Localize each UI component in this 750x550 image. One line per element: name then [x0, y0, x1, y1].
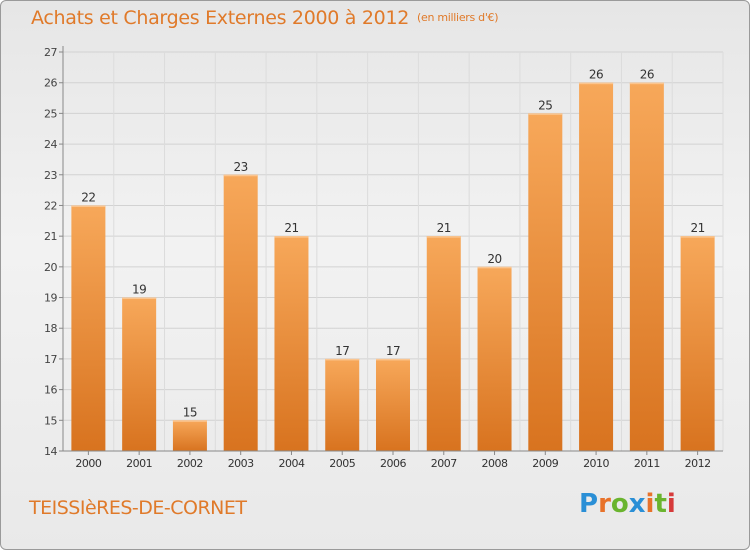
bar-highlight — [528, 113, 563, 115]
commune-name: TEISSIèRES-DE-CORNET — [29, 497, 247, 519]
bar-highlight — [477, 266, 512, 269]
x-tick-label: 2007 — [431, 457, 457, 470]
bar-highlight — [122, 297, 157, 300]
data-label: 17 — [335, 344, 349, 358]
bar-highlight — [325, 358, 360, 361]
y-tick-label: 22 — [44, 199, 57, 212]
x-tick-label: 2003 — [228, 457, 254, 470]
bar — [223, 174, 258, 451]
y-tick-label: 15 — [44, 414, 57, 427]
data-label: 19 — [132, 283, 146, 297]
bar — [528, 113, 563, 451]
y-tick-label: 25 — [44, 107, 57, 120]
data-label: 21 — [437, 221, 451, 235]
bar-highlight — [629, 82, 664, 85]
bar-highlight — [172, 420, 207, 422]
bar — [172, 420, 207, 451]
data-label: 23 — [234, 160, 248, 174]
bar-highlight — [680, 236, 715, 238]
x-tick-label: 2000 — [75, 457, 101, 470]
data-label: 26 — [640, 68, 654, 82]
bar-highlight — [223, 174, 258, 177]
chart-title: Achats et Charges Externes 2000 à 2012 (e… — [31, 7, 499, 29]
logo-letter: i — [645, 489, 655, 519]
logo-letter: P — [579, 489, 599, 519]
bar-highlight — [579, 82, 614, 85]
y-tick-label: 26 — [44, 77, 57, 90]
y-tick-label: 19 — [44, 292, 57, 305]
data-label: 25 — [538, 98, 552, 112]
bar — [579, 82, 614, 451]
data-label: 20 — [487, 252, 501, 266]
x-tick-label: 2012 — [685, 457, 711, 470]
bar-highlight — [71, 205, 106, 207]
y-tick-label: 27 — [44, 46, 57, 59]
x-tick-label: 2005 — [329, 457, 355, 470]
data-label: 21 — [284, 221, 298, 235]
bar — [376, 358, 410, 451]
proxiti-logo[interactable]: Proxiti — [579, 489, 676, 519]
x-tick-label: 2009 — [532, 457, 558, 470]
logo-letter: r — [598, 489, 611, 519]
y-tick-label: 16 — [44, 384, 57, 397]
bar — [477, 266, 512, 451]
y-tick-label: 18 — [44, 322, 57, 335]
x-tick-label: 2011 — [634, 457, 660, 470]
logo-letter: x — [628, 489, 646, 519]
y-tick-label: 21 — [44, 230, 57, 243]
x-tick-label: 2001 — [126, 457, 152, 470]
data-label: 15 — [183, 405, 197, 419]
data-label: 22 — [81, 190, 95, 204]
bar — [325, 358, 360, 451]
y-tick-label: 14 — [44, 445, 57, 458]
bar — [426, 236, 461, 451]
bar — [680, 236, 715, 451]
logo-letter: i — [666, 489, 676, 519]
y-tick-label: 24 — [44, 138, 57, 151]
data-label: 17 — [386, 344, 400, 358]
logo-letter: o — [610, 489, 629, 519]
data-label: 21 — [690, 221, 704, 235]
x-tick-label: 2006 — [380, 457, 406, 470]
x-tick-label: 2002 — [177, 457, 203, 470]
bar-highlight — [426, 236, 461, 238]
logo-letter: t — [654, 489, 667, 519]
y-tick-label: 20 — [44, 261, 57, 274]
y-tick-label: 17 — [44, 353, 57, 366]
chart-title-text: Achats et Charges Externes 2000 à 2012 — [31, 7, 410, 29]
x-tick-label: 2004 — [278, 457, 304, 470]
x-tick-label: 2010 — [583, 457, 609, 470]
bar — [122, 297, 157, 451]
bar — [629, 82, 664, 451]
chart-subtitle: (en milliers d'€) — [417, 11, 499, 24]
x-tick-label: 2008 — [482, 457, 508, 470]
bar — [274, 236, 309, 451]
data-label: 26 — [589, 68, 603, 82]
bar-highlight — [274, 236, 309, 238]
bar — [71, 205, 106, 451]
bar-highlight — [376, 358, 410, 361]
y-tick-label: 23 — [44, 169, 57, 182]
